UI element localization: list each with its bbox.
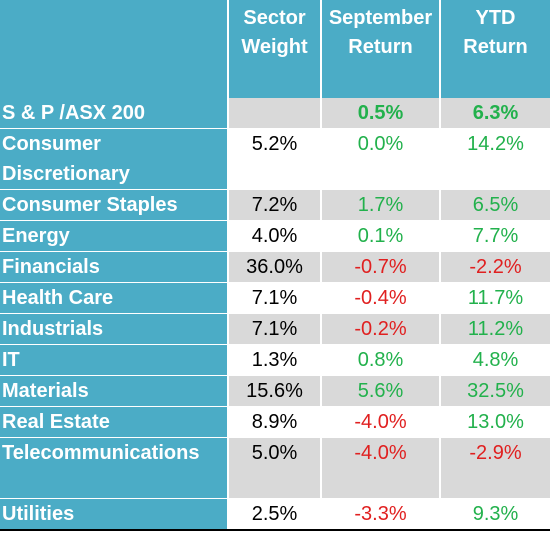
september-return: 0.8% — [320, 344, 440, 376]
sector-name: Industrials — [0, 313, 228, 345]
sector-weight: 5.0% — [227, 437, 321, 499]
sector-name: Consumer Discretionary — [0, 128, 228, 190]
september-return: -0.4% — [320, 282, 440, 314]
table-row: Real Estate 8.9% -4.0% 13.0% — [0, 406, 550, 438]
september-return: -4.0% — [320, 406, 440, 438]
sector-weight: 7.1% — [227, 313, 321, 345]
september-return: -0.7% — [320, 251, 440, 283]
ytd-return: 32.5% — [439, 375, 550, 407]
ytd-return: 14.2% — [439, 128, 550, 190]
table-row: Financials 36.0% -0.7% -2.2% — [0, 251, 550, 283]
september-return: 0.0% — [320, 128, 440, 190]
sector-weight: 2.5% — [227, 498, 321, 531]
sector-name: Energy — [0, 220, 228, 252]
sector-name: Telecommunications — [0, 437, 228, 499]
header-september-return: September Return — [320, 0, 440, 98]
sector-name: Health Care — [0, 282, 228, 314]
sector-weight: 36.0% — [227, 251, 321, 283]
september-return: 5.6% — [320, 375, 440, 407]
header-sector-weight: Sector Weight — [227, 0, 321, 98]
sector-name: IT — [0, 344, 228, 376]
table-row: Industrials 7.1% -0.2% 11.2% — [0, 313, 550, 345]
table-row: Consumer Discretionary 5.2% 0.0% 14.2% — [0, 128, 550, 190]
table-row: Telecommunications 5.0% -4.0% -2.9% — [0, 437, 550, 499]
sector-weight: 4.0% — [227, 220, 321, 252]
table-row: Health Care 7.1% -0.4% 11.7% — [0, 282, 550, 314]
ytd-return: 4.8% — [439, 344, 550, 376]
september-return: 0.1% — [320, 220, 440, 252]
table-row: Materials 15.6% 5.6% 32.5% — [0, 375, 550, 407]
sector-weight: 1.3% — [227, 344, 321, 376]
ytd-return: 11.7% — [439, 282, 550, 314]
sector-name: Utilities — [0, 498, 228, 531]
september-return: 0.5% — [320, 98, 440, 129]
ytd-return: 11.2% — [439, 313, 550, 345]
sector-name: Materials — [0, 375, 228, 407]
ytd-return: 6.5% — [439, 189, 550, 221]
september-return: -4.0% — [320, 437, 440, 499]
sector-weight: 7.1% — [227, 282, 321, 314]
ytd-return: 7.7% — [439, 220, 550, 252]
sector-name: Real Estate — [0, 406, 228, 438]
september-return: -3.3% — [320, 498, 440, 531]
september-return: 1.7% — [320, 189, 440, 221]
table-row: Utilities 2.5% -3.3% 9.3% — [0, 498, 550, 531]
header-ytd-return: YTD Return — [439, 0, 550, 98]
table-row-index: S & P /ASX 200 0.5% 6.3% — [0, 98, 550, 129]
sector-weight: 8.9% — [227, 406, 321, 438]
table-row: IT 1.3% 0.8% 4.8% — [0, 344, 550, 376]
ytd-return: 9.3% — [439, 498, 550, 531]
sector-name: Financials — [0, 251, 228, 283]
table-row: Consumer Staples 7.2% 1.7% 6.5% — [0, 189, 550, 221]
header-row: Sector Weight September Return YTD Retur… — [0, 0, 550, 98]
ytd-return: -2.9% — [439, 437, 550, 499]
header-sector — [0, 0, 228, 98]
header-september-return-label: September Return — [328, 7, 433, 58]
ytd-return: 6.3% — [439, 98, 550, 129]
sector-weight: 15.6% — [227, 375, 321, 407]
ytd-return: -2.2% — [439, 251, 550, 283]
table-row: Energy 4.0% 0.1% 7.7% — [0, 220, 550, 252]
september-return: -0.2% — [320, 313, 440, 345]
sector-weight — [227, 98, 321, 129]
sector-weight: 7.2% — [227, 189, 321, 221]
ytd-return: 13.0% — [439, 406, 550, 438]
sector-name: S & P /ASX 200 — [0, 98, 228, 129]
sector-name: Consumer Staples — [0, 189, 228, 221]
sector-weight: 5.2% — [227, 128, 321, 190]
